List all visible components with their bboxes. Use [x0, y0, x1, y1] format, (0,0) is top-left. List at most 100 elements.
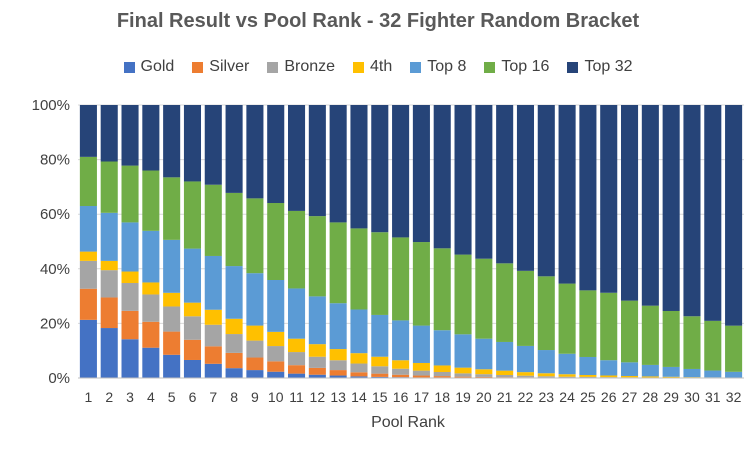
bar-segment-bronze	[225, 334, 243, 353]
bar-segment-4th	[412, 362, 430, 371]
bar-segment-bronze	[516, 375, 535, 378]
bar-segment-bronze	[579, 376, 597, 378]
bar-segment-bronze	[475, 374, 493, 377]
x-tick-label: 8	[230, 389, 238, 405]
bar-segment-top-32	[267, 105, 285, 204]
y-tick-label: 100%	[32, 97, 70, 114]
bar-segment-top-16	[246, 198, 264, 274]
x-tick-label: 30	[684, 389, 700, 405]
x-tick-label: 21	[497, 389, 513, 405]
x-tick-label: 4	[147, 389, 155, 405]
bar-segment-top-8	[183, 248, 202, 303]
bar-segment-gold	[371, 376, 389, 378]
bar-segment-gold	[308, 374, 326, 378]
bar-segment-4th	[329, 349, 347, 361]
x-tick-label: 10	[268, 389, 284, 405]
bar-segment-top-16	[496, 263, 514, 342]
legend-item-bronze: Bronze	[267, 58, 335, 76]
bar-segment-silver	[392, 374, 410, 378]
bar-segment-top-16	[308, 216, 326, 297]
bar-segment-gold	[329, 375, 347, 378]
bar-segment-silver	[433, 376, 451, 378]
bar-segment-bronze	[329, 360, 347, 371]
bar-segment-top-8	[475, 338, 493, 370]
x-tick-label: 24	[559, 389, 575, 405]
bar-segment-silver	[329, 370, 347, 376]
bar-segment-4th	[641, 376, 659, 378]
bar-segment-top-32	[496, 105, 514, 264]
bar-segment-top-8	[662, 366, 680, 377]
bar-segment-silver	[454, 376, 472, 378]
bar-segment-top-32	[600, 105, 618, 293]
bar-segment-bronze	[288, 352, 306, 366]
legend-swatch	[410, 61, 422, 73]
bar-segment-top-32	[225, 105, 243, 193]
bar-segment-top-16	[662, 310, 680, 367]
bar-segment-silver	[371, 373, 389, 377]
x-tick-label: 29	[663, 389, 679, 405]
bar-segment-top-16	[392, 237, 410, 321]
bar-segment-bronze	[246, 340, 264, 358]
bar-segment-bronze	[183, 316, 202, 340]
bar-segment-gold	[204, 363, 222, 378]
bar-segment-top-32	[100, 105, 118, 162]
bar-segment-top-32	[725, 105, 743, 326]
bar-segment-silver	[79, 288, 97, 320]
bar-segment-top-32	[204, 105, 222, 185]
bar-segment-top-16	[329, 222, 347, 304]
bar-segment-bronze	[433, 371, 451, 377]
bar-segment-gold	[267, 371, 285, 378]
bar-segment-top-8	[641, 364, 659, 377]
legend-item-top-32: Top 32	[567, 58, 633, 76]
bar-segment-top-8	[516, 345, 535, 373]
legend-item-silver: Silver	[192, 58, 249, 76]
bar-segment-top-8	[204, 255, 222, 310]
bar-segment-bronze	[267, 346, 285, 362]
x-tick-label: 3	[126, 389, 134, 405]
bar-segment-4th	[163, 292, 181, 307]
y-tick-label: 0%	[48, 370, 70, 387]
legend-label: Gold	[140, 58, 175, 75]
bar-segment-4th	[142, 282, 160, 295]
legend-label: Top 16	[501, 58, 550, 75]
bar-segment-4th	[537, 373, 555, 377]
x-tick-label: 19	[455, 389, 471, 405]
bar-segment-top-8	[142, 230, 160, 283]
x-tick-label: 11	[289, 389, 304, 405]
bar-segment-top-32	[392, 105, 410, 238]
bar-segment-top-8	[392, 320, 410, 361]
legend-swatch	[353, 61, 365, 73]
bar-segment-top-32	[683, 105, 701, 317]
bar-segment-top-8	[267, 279, 285, 332]
bar-segment-4th	[267, 331, 285, 347]
bar-segment-4th	[100, 260, 118, 271]
bar-segment-top-8	[725, 371, 743, 378]
x-tick-label: 13	[330, 389, 346, 405]
legend-item-gold: Gold	[123, 58, 175, 76]
chart-legend: Gold Silver Bronze 4th Top 8 Top 16 Top 32	[0, 58, 756, 76]
bar-segment-top-32	[121, 105, 139, 166]
bar-segment-4th	[350, 353, 368, 364]
bar-segment-4th	[579, 375, 597, 377]
bar-segment-top-16	[454, 254, 472, 335]
bar-segment-top-32	[350, 105, 368, 229]
bar-segment-top-8	[350, 309, 368, 354]
bar-segment-top-8	[600, 360, 618, 376]
bar-segment-top-16	[142, 170, 160, 231]
bar-segment-4th	[433, 365, 451, 372]
x-tick-label: 1	[85, 389, 93, 405]
bar-segment-top-16	[100, 161, 118, 213]
bar-segment-top-16	[704, 320, 722, 371]
bar-segment-top-8	[121, 222, 139, 272]
bar-segment-silver	[121, 310, 139, 340]
x-tick-label: 27	[622, 389, 638, 405]
bar-segment-4th	[662, 376, 680, 378]
x-tick-label: 14	[351, 389, 367, 405]
x-tick-label: 20	[476, 389, 492, 405]
legend-item-4th: 4th	[353, 58, 392, 76]
bar-segment-top-8	[621, 362, 639, 376]
bar-segment-gold	[100, 328, 118, 378]
bar-segment-top-8	[79, 206, 97, 252]
bar-segment-bronze	[163, 306, 181, 332]
x-tick-label: 28	[643, 389, 659, 405]
